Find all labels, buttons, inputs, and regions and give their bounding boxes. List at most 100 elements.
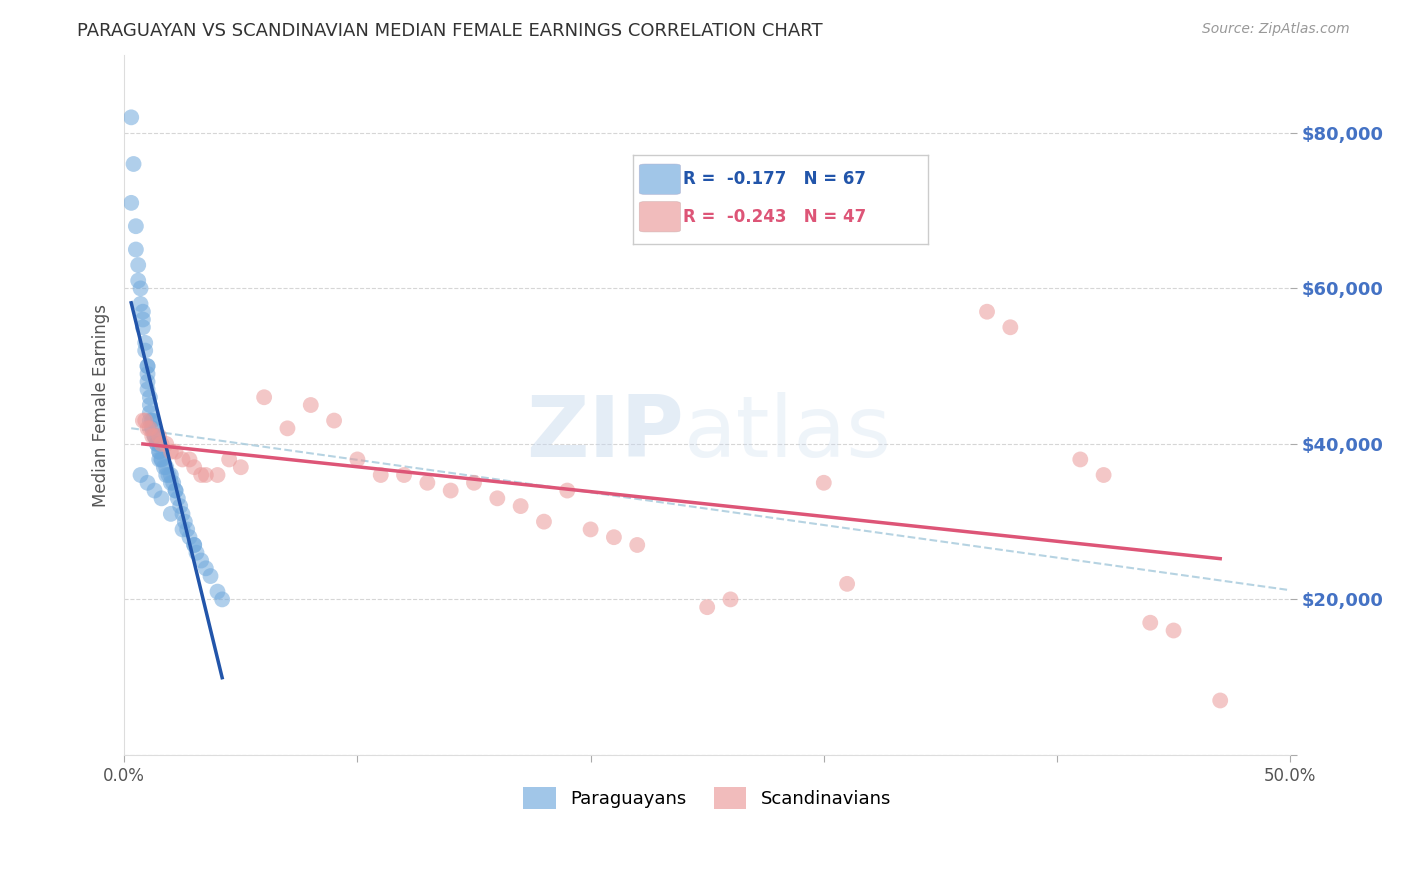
Point	[463, 475, 485, 490]
FancyBboxPatch shape	[640, 202, 681, 232]
Point	[120, 111, 142, 125]
Point	[1209, 693, 1232, 707]
Text: Source: ZipAtlas.com: Source: ZipAtlas.com	[1202, 22, 1350, 37]
Point	[533, 515, 555, 529]
Point	[169, 499, 191, 513]
Point	[253, 390, 276, 404]
Point	[148, 437, 170, 451]
Point	[323, 413, 346, 427]
Point	[190, 553, 212, 567]
Point	[136, 383, 159, 397]
Point	[148, 444, 170, 458]
Point	[129, 281, 152, 295]
Point	[150, 491, 173, 506]
Point	[194, 468, 217, 483]
Point	[173, 515, 195, 529]
Point	[139, 406, 162, 420]
Point	[141, 413, 163, 427]
Point	[141, 421, 163, 435]
Y-axis label: Median Female Earnings: Median Female Earnings	[93, 303, 110, 507]
Point	[155, 468, 177, 483]
Point	[141, 429, 163, 443]
Point	[172, 523, 194, 537]
Point	[160, 475, 183, 490]
Point	[136, 375, 159, 389]
Point	[134, 413, 156, 427]
Point	[179, 530, 201, 544]
Point	[134, 343, 156, 358]
Point	[190, 468, 212, 483]
Point	[229, 460, 252, 475]
Point	[132, 320, 155, 334]
Point	[299, 398, 322, 412]
Point	[150, 437, 173, 451]
Point	[165, 483, 187, 498]
Point	[160, 444, 183, 458]
Point	[165, 444, 187, 458]
Point	[1139, 615, 1161, 630]
Point	[1092, 468, 1115, 483]
Point	[183, 460, 205, 475]
Point	[136, 421, 159, 435]
Point	[150, 452, 173, 467]
Point	[146, 437, 169, 451]
Point	[346, 452, 368, 467]
Point	[813, 475, 835, 490]
Point	[127, 258, 149, 272]
Point	[141, 421, 163, 435]
Point	[160, 507, 183, 521]
Point	[136, 359, 159, 373]
Point	[440, 483, 463, 498]
Point	[143, 429, 166, 443]
Text: PARAGUAYAN VS SCANDINAVIAN MEDIAN FEMALE EARNINGS CORRELATION CHART: PARAGUAYAN VS SCANDINAVIAN MEDIAN FEMALE…	[77, 22, 823, 40]
Point	[165, 483, 187, 498]
Point	[129, 297, 152, 311]
Point	[125, 219, 148, 234]
Point	[183, 538, 205, 552]
Text: R =  -0.243   N = 47: R = -0.243 N = 47	[683, 208, 866, 226]
Point	[183, 538, 205, 552]
Text: atlas: atlas	[683, 392, 891, 475]
Point	[148, 452, 170, 467]
Point	[134, 335, 156, 350]
Point	[603, 530, 626, 544]
Point	[132, 413, 155, 427]
FancyBboxPatch shape	[640, 164, 681, 194]
Point	[139, 398, 162, 412]
Point	[143, 429, 166, 443]
Point	[720, 592, 742, 607]
Point	[143, 429, 166, 443]
Point	[160, 468, 183, 483]
Point	[141, 413, 163, 427]
Point	[392, 468, 415, 483]
Point	[626, 538, 648, 552]
Point	[129, 468, 152, 483]
Point	[276, 421, 298, 435]
Point	[139, 390, 162, 404]
Point	[148, 429, 170, 443]
Point	[132, 312, 155, 326]
Point	[150, 452, 173, 467]
Point	[696, 600, 718, 615]
Point	[136, 475, 159, 490]
Point	[835, 577, 858, 591]
Point	[1163, 624, 1185, 638]
Point	[179, 452, 201, 467]
Text: ZIP: ZIP	[526, 392, 683, 475]
Point	[416, 475, 439, 490]
Point	[976, 304, 998, 318]
Point	[155, 437, 177, 451]
Point	[176, 523, 198, 537]
Point	[200, 569, 222, 583]
Point	[509, 499, 531, 513]
Point	[157, 468, 180, 483]
Point	[132, 304, 155, 318]
Point	[186, 546, 208, 560]
Point	[166, 491, 188, 506]
Point	[136, 359, 159, 373]
Point	[194, 561, 217, 575]
Point	[122, 157, 145, 171]
Legend: Paraguayans, Scandinavians: Paraguayans, Scandinavians	[516, 780, 898, 816]
Point	[162, 475, 184, 490]
Point	[153, 460, 176, 475]
